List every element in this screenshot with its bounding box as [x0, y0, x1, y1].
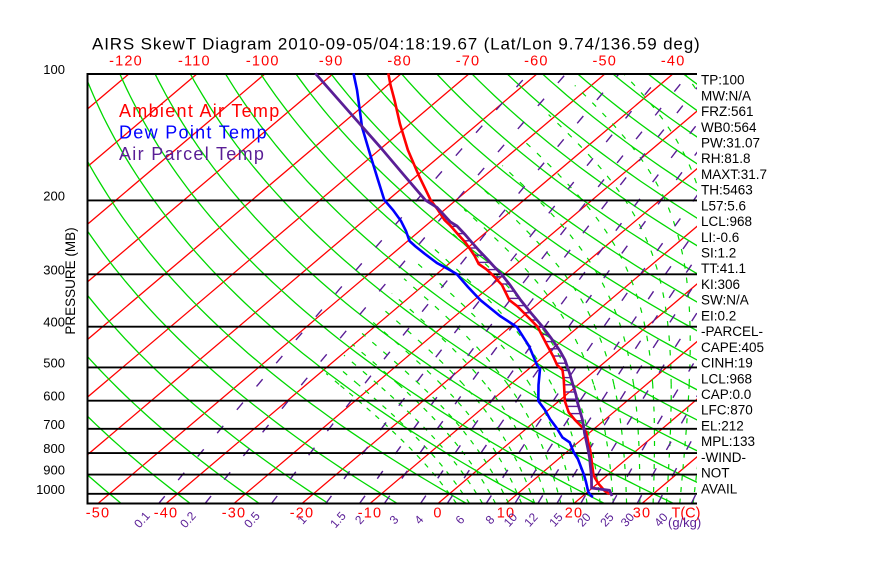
svg-text:-20: -20 — [290, 506, 315, 522]
svg-text:Dew Point Temp: Dew Point Temp — [119, 123, 268, 143]
svg-text:400: 400 — [43, 315, 65, 330]
svg-text:MAXT:31.7: MAXT:31.7 — [701, 167, 767, 182]
svg-text:-10: -10 — [358, 506, 383, 522]
svg-text:LCL:968: LCL:968 — [701, 371, 752, 386]
svg-text:100: 100 — [43, 62, 65, 77]
svg-text:SI:1.2: SI:1.2 — [701, 246, 736, 261]
svg-text:900: 900 — [43, 463, 65, 478]
svg-text:CINH:19: CINH:19 — [701, 356, 753, 371]
svg-text:-50: -50 — [593, 54, 618, 70]
svg-text:-120: -120 — [109, 54, 143, 70]
svg-text:300: 300 — [43, 262, 65, 277]
svg-text:EL:212: EL:212 — [701, 418, 744, 433]
svg-text:200: 200 — [43, 188, 65, 203]
svg-text:-80: -80 — [387, 54, 412, 70]
svg-text:KI:306: KI:306 — [701, 277, 740, 292]
svg-text:CAP:0.0: CAP:0.0 — [701, 387, 751, 402]
svg-text:LCL:968: LCL:968 — [701, 214, 752, 229]
svg-text:-40: -40 — [154, 506, 179, 522]
svg-text:(g/kg): (g/kg) — [668, 515, 701, 530]
svg-text:-100: -100 — [246, 54, 280, 70]
svg-text:-30: -30 — [222, 506, 247, 522]
svg-text:AVAIL: AVAIL — [701, 481, 738, 496]
svg-text:20: 20 — [565, 506, 584, 522]
svg-text:-60: -60 — [524, 54, 549, 70]
svg-text:CAPE:405: CAPE:405 — [701, 340, 764, 355]
svg-text:TT:41.1: TT:41.1 — [701, 261, 746, 276]
svg-text:TP:100: TP:100 — [701, 73, 745, 88]
svg-text:-40: -40 — [661, 54, 686, 70]
svg-text:LI:-0.6: LI:-0.6 — [701, 230, 739, 245]
svg-text:-50: -50 — [86, 506, 111, 522]
svg-text:EI:0.2: EI:0.2 — [701, 308, 736, 323]
svg-text:FRZ:561: FRZ:561 — [701, 104, 754, 119]
svg-text:800: 800 — [43, 441, 65, 456]
svg-text:500: 500 — [43, 355, 65, 370]
svg-text:PW:31.07: PW:31.07 — [701, 135, 760, 150]
svg-text:TH:5463: TH:5463 — [701, 183, 753, 198]
svg-text:L57:5.6: L57:5.6 — [701, 198, 746, 213]
svg-text:-WIND-: -WIND- — [701, 450, 746, 465]
svg-text:SW:N/A: SW:N/A — [701, 293, 749, 308]
svg-text:MPL:133: MPL:133 — [701, 434, 755, 449]
svg-text:-110: -110 — [178, 54, 211, 70]
svg-text:LFC:870: LFC:870 — [701, 403, 753, 418]
svg-text:MW:N/A: MW:N/A — [701, 88, 751, 103]
svg-text:-70: -70 — [456, 54, 481, 70]
svg-text:30: 30 — [633, 506, 652, 522]
svg-text:0: 0 — [433, 506, 442, 522]
svg-text:-90: -90 — [319, 54, 344, 70]
svg-text:10: 10 — [497, 506, 516, 522]
svg-text:RH:81.8: RH:81.8 — [701, 151, 751, 166]
svg-text:NOT: NOT — [701, 466, 730, 481]
svg-text:T(C): T(C) — [672, 506, 701, 522]
svg-text:PRESSURE (MB): PRESSURE (MB) — [63, 227, 78, 334]
svg-text:AIRS SkewT Diagram 2010-09-05/: AIRS SkewT Diagram 2010-09-05/04:18:19.6… — [92, 35, 701, 54]
svg-text:Ambient Air Temp: Ambient Air Temp — [119, 101, 281, 121]
svg-text:700: 700 — [43, 417, 65, 432]
svg-text:600: 600 — [43, 389, 65, 404]
svg-text:1000: 1000 — [36, 482, 65, 497]
svg-text:-PARCEL-: -PARCEL- — [701, 324, 763, 339]
svg-text:WB0:564: WB0:564 — [701, 120, 757, 135]
svg-text:Air Parcel Temp: Air Parcel Temp — [119, 144, 265, 164]
